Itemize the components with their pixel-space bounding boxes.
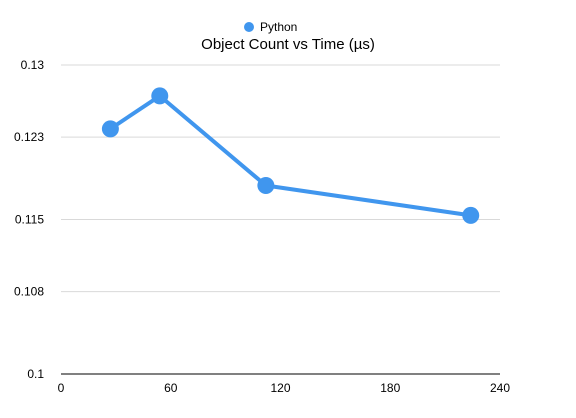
y-tick-label: 0.123 bbox=[14, 130, 44, 144]
series-line bbox=[108, 93, 473, 218]
x-tick-label: 60 bbox=[164, 381, 178, 395]
y-tick-label: 0.13 bbox=[21, 58, 45, 72]
legend-marker-python bbox=[244, 22, 254, 32]
x-axis-tick-labels: 0 60 120 180 240 bbox=[58, 381, 511, 395]
x-tick-label: 0 bbox=[58, 381, 65, 395]
series-python bbox=[101, 87, 480, 224]
y-axis-tick-labels: 0.1 0.108 0.115 0.123 0.13 bbox=[14, 58, 44, 381]
data-point bbox=[462, 206, 480, 224]
legend: Python bbox=[244, 20, 297, 34]
y-tick-label: 0.108 bbox=[14, 285, 44, 299]
y-tick-label: 0.1 bbox=[27, 367, 44, 381]
y-tick-label: 0.115 bbox=[15, 213, 44, 227]
data-point bbox=[257, 177, 275, 195]
chart-title: Object Count vs Time (µs) bbox=[201, 36, 375, 53]
data-point bbox=[151, 87, 169, 105]
data-point bbox=[101, 120, 119, 138]
x-tick-label: 120 bbox=[270, 381, 290, 395]
x-tick-label: 240 bbox=[490, 381, 510, 395]
y-gridlines bbox=[61, 64, 500, 375]
legend-label-python: Python bbox=[260, 20, 297, 34]
x-tick-label: 180 bbox=[380, 381, 400, 395]
